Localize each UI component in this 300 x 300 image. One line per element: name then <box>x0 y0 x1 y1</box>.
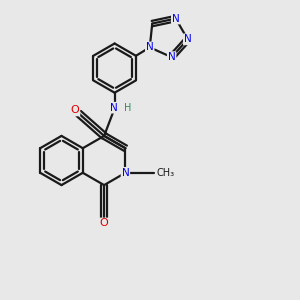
Text: N: N <box>122 168 129 178</box>
Text: N: N <box>110 103 118 113</box>
Text: O: O <box>70 105 80 116</box>
Text: CH₃: CH₃ <box>156 168 174 178</box>
Text: N: N <box>168 52 176 62</box>
Text: H: H <box>124 103 131 113</box>
Text: N: N <box>184 34 192 44</box>
Text: N: N <box>146 42 154 52</box>
Text: O: O <box>100 218 109 229</box>
Text: N: N <box>172 14 180 24</box>
